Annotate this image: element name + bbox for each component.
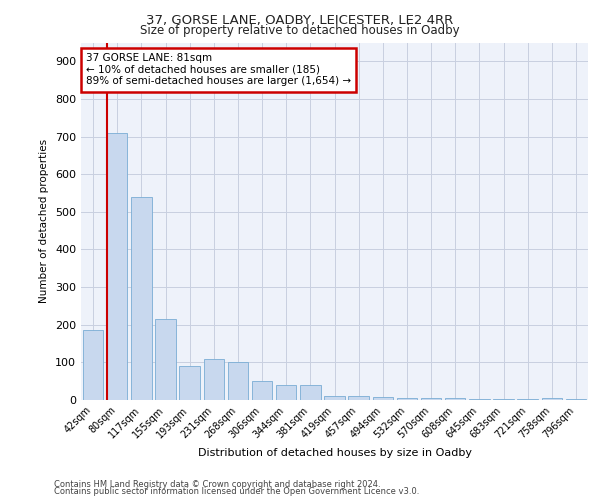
Bar — [566, 399, 586, 400]
Bar — [469, 399, 490, 400]
Bar — [421, 398, 442, 400]
X-axis label: Distribution of detached houses by size in Oadby: Distribution of detached houses by size … — [197, 448, 472, 458]
Bar — [252, 381, 272, 400]
Bar — [227, 362, 248, 400]
Bar — [373, 397, 393, 400]
Bar — [542, 398, 562, 400]
Bar — [493, 399, 514, 400]
Y-axis label: Number of detached properties: Number of detached properties — [40, 139, 49, 304]
Bar — [517, 399, 538, 400]
Bar — [179, 366, 200, 400]
Bar — [107, 133, 127, 400]
Bar — [203, 358, 224, 400]
Bar — [445, 398, 466, 400]
Text: Contains public sector information licensed under the Open Government Licence v3: Contains public sector information licen… — [54, 488, 419, 496]
Text: 37, GORSE LANE, OADBY, LEICESTER, LE2 4RR: 37, GORSE LANE, OADBY, LEICESTER, LE2 4R… — [146, 14, 454, 27]
Text: Contains HM Land Registry data © Crown copyright and database right 2024.: Contains HM Land Registry data © Crown c… — [54, 480, 380, 489]
Bar — [83, 330, 103, 400]
Bar — [155, 319, 176, 400]
Bar — [300, 385, 320, 400]
Bar — [131, 197, 152, 400]
Bar — [324, 396, 345, 400]
Bar — [349, 396, 369, 400]
Text: 37 GORSE LANE: 81sqm
← 10% of detached houses are smaller (185)
89% of semi-deta: 37 GORSE LANE: 81sqm ← 10% of detached h… — [86, 53, 351, 86]
Text: Size of property relative to detached houses in Oadby: Size of property relative to detached ho… — [140, 24, 460, 37]
Bar — [276, 385, 296, 400]
Bar — [397, 398, 417, 400]
